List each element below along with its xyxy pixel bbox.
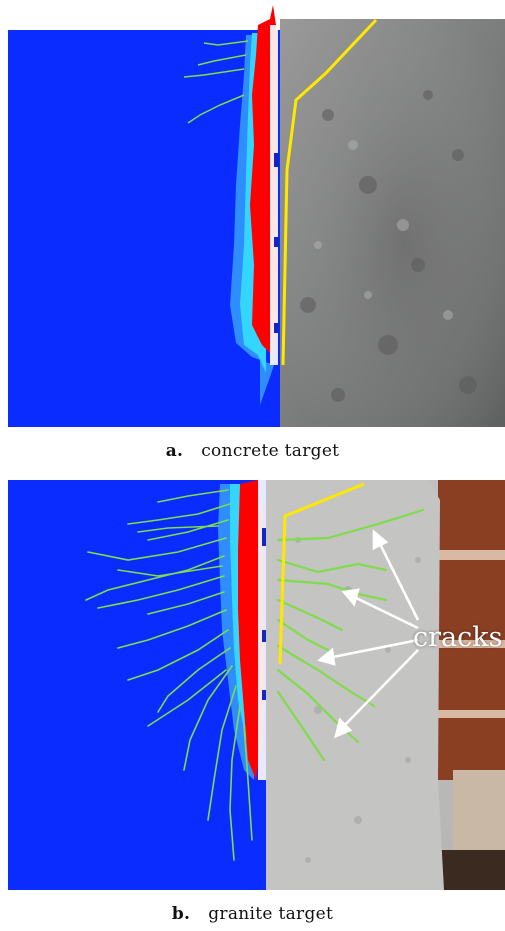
caption-granite: b. granite target <box>0 904 505 924</box>
concrete-sim-cracks <box>183 40 249 124</box>
plate-stripe-3 <box>438 710 505 718</box>
caption-letter-b: b. <box>171 904 191 924</box>
crack-arrows <box>317 529 420 739</box>
background-floor <box>438 850 505 890</box>
damage-edge-mark-1 <box>274 153 279 167</box>
granite-edge-mark-2 <box>262 630 267 642</box>
cracks-annotation: cracks <box>413 622 503 653</box>
concrete-profile-line <box>281 18 378 366</box>
caption-concrete: a. concrete target <box>0 441 505 461</box>
granite-profile-line <box>278 482 365 665</box>
plate-stripe-2 <box>438 640 505 648</box>
background-metal-plate <box>438 480 505 780</box>
caption-text-b: granite target <box>208 904 334 924</box>
panel-concrete <box>8 5 505 427</box>
concrete-photo-shade <box>280 19 505 427</box>
granite-figure <box>8 480 505 890</box>
caption-letter-a: a. <box>165 441 184 461</box>
concrete-figure <box>8 5 505 427</box>
concrete-photo-texture <box>300 90 477 402</box>
damage-edge-strip <box>270 25 278 365</box>
granite-block-face <box>266 480 444 890</box>
concrete-photo-highlights <box>314 140 453 320</box>
granite-damage-red-zone <box>238 480 264 780</box>
granite-edge-mark-3 <box>262 690 267 700</box>
caption-text-a: concrete target <box>201 441 340 461</box>
background-box <box>453 770 505 850</box>
damage-edge-mark-3 <box>274 323 279 333</box>
granite-edge-mark-1 <box>262 528 267 546</box>
panel-granite: cracks <box>8 480 505 890</box>
plate-stripe-1 <box>438 550 505 560</box>
damage-edge-mark-2 <box>274 237 279 247</box>
granite-sim-cracks <box>85 489 253 861</box>
